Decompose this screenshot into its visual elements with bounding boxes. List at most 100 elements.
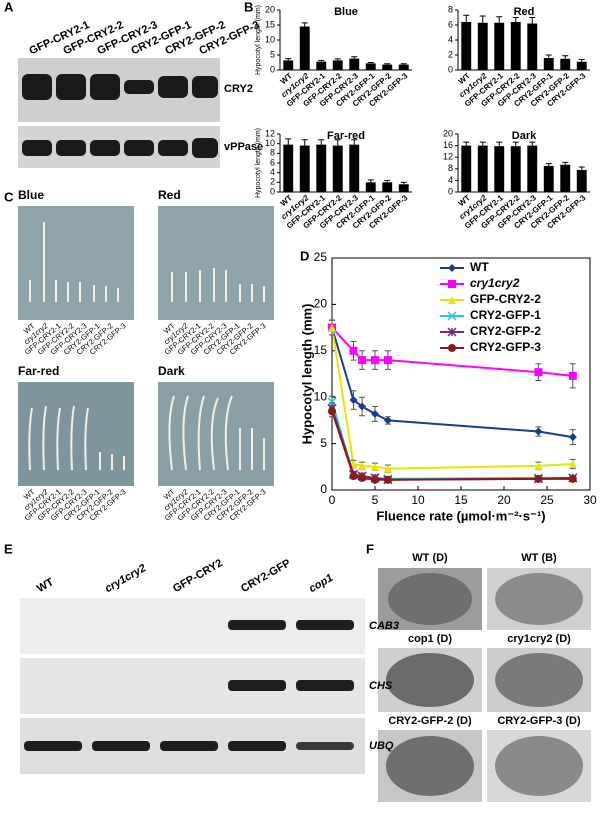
y-tick-label: 5 (270, 49, 275, 59)
error-bar (367, 62, 374, 64)
y-axis-label: Hypocotyl length (mm) (299, 304, 314, 445)
bar (510, 22, 521, 70)
marker (358, 461, 367, 470)
y-tick-label: 15 (314, 343, 328, 357)
micrograph-label: CRY2-GFP-2 (D) (388, 715, 472, 727)
row-label: CRY2 (224, 83, 253, 95)
x-tick-label: 5 (372, 493, 379, 507)
bar (349, 144, 360, 192)
y-tick-label: 10 (265, 138, 275, 148)
micrograph-label: WT (D) (412, 552, 448, 564)
marker (383, 416, 392, 425)
error-bar (334, 58, 341, 61)
bar (560, 164, 571, 192)
bar (382, 64, 393, 70)
marker (358, 356, 367, 365)
y-tick-label: 0 (320, 482, 327, 496)
error-bar (301, 139, 308, 146)
marker (358, 473, 367, 482)
bar (365, 63, 376, 70)
y-tick-label: 8 (448, 4, 453, 14)
error-bar (545, 54, 552, 58)
error-bar (463, 141, 470, 146)
error-bar (384, 179, 391, 183)
y-tick-label: 12 (443, 152, 453, 162)
marker (371, 462, 379, 471)
legend-marker (447, 311, 457, 321)
micrograph-label: cop1 (D) (408, 633, 452, 645)
legend-marker (448, 344, 456, 352)
marker (327, 397, 337, 407)
panel-label: C (4, 189, 14, 204)
error-bar (479, 141, 486, 146)
error-bar (529, 17, 536, 24)
bar (494, 22, 505, 70)
error-bar (562, 161, 569, 165)
y-tick-label: 20 (443, 128, 453, 138)
error-bar (351, 56, 358, 59)
error-bar (318, 59, 325, 62)
lane-label: cry1cry2 (103, 562, 148, 595)
error-bar (285, 58, 292, 61)
error-bar (285, 138, 292, 145)
y-tick-label: 0 (448, 186, 453, 196)
error-bar (496, 141, 503, 147)
bar (461, 145, 472, 192)
marker (371, 475, 379, 484)
bar (494, 146, 505, 192)
panel-label: A (4, 0, 14, 14)
legend-marker (448, 280, 456, 288)
bar (477, 22, 488, 70)
marker (568, 371, 577, 380)
legend-label: CRY2-GFP-1 (470, 308, 541, 322)
error-bar (463, 14, 470, 22)
y-tick-label: 20 (265, 4, 275, 14)
lane-label: cop1 (307, 572, 335, 595)
y-tick-label: 0 (448, 64, 453, 74)
y-tick-label: 10 (314, 389, 328, 403)
marker (568, 460, 577, 469)
bar (299, 145, 310, 192)
y-tick-label: 8 (270, 148, 275, 158)
error-bar (578, 166, 585, 170)
marker (358, 402, 367, 411)
error-bar (529, 141, 536, 146)
panel-label: B (244, 0, 253, 14)
micrograph-label: CRY2-GFP-3 (D) (497, 715, 581, 727)
y-tick-label: 8 (448, 163, 453, 173)
photo-title: Dark (158, 364, 185, 378)
legend-label: cry1cry2 (470, 276, 520, 290)
x-tick-label: 25 (540, 493, 554, 507)
marker (383, 475, 392, 484)
row-label: UBQ (369, 740, 394, 752)
bar (316, 61, 327, 70)
error-bar (384, 63, 391, 65)
error-bar (578, 59, 585, 62)
y-tick-label: 20 (314, 297, 328, 311)
bar (365, 182, 376, 192)
marker (534, 461, 543, 470)
bar (283, 144, 294, 192)
lane-label: CRY2-GFP (239, 557, 293, 595)
bar (576, 61, 587, 70)
seedling-photos (18, 206, 274, 486)
y-tick-label: 12 (265, 128, 275, 138)
bar (382, 182, 393, 192)
bar (560, 58, 571, 70)
photo-title: Blue (18, 188, 44, 202)
y-tick-label: 4 (448, 175, 453, 185)
legend-label: GFP-CRY2-2 (470, 292, 541, 306)
bar (510, 146, 521, 192)
y-tick-label: 25 (314, 250, 328, 264)
x-tick-label: 20 (497, 493, 511, 507)
y-tick-label: 10 (265, 34, 275, 44)
legend-marker (448, 264, 456, 272)
y-tick-label: 16 (443, 140, 453, 150)
error-bar (400, 63, 407, 65)
bar (283, 60, 294, 70)
error-bar (351, 139, 358, 145)
y-tick-label: 6 (448, 19, 453, 29)
y-tick-label: 0 (270, 64, 275, 74)
panel-label: F (366, 541, 374, 556)
